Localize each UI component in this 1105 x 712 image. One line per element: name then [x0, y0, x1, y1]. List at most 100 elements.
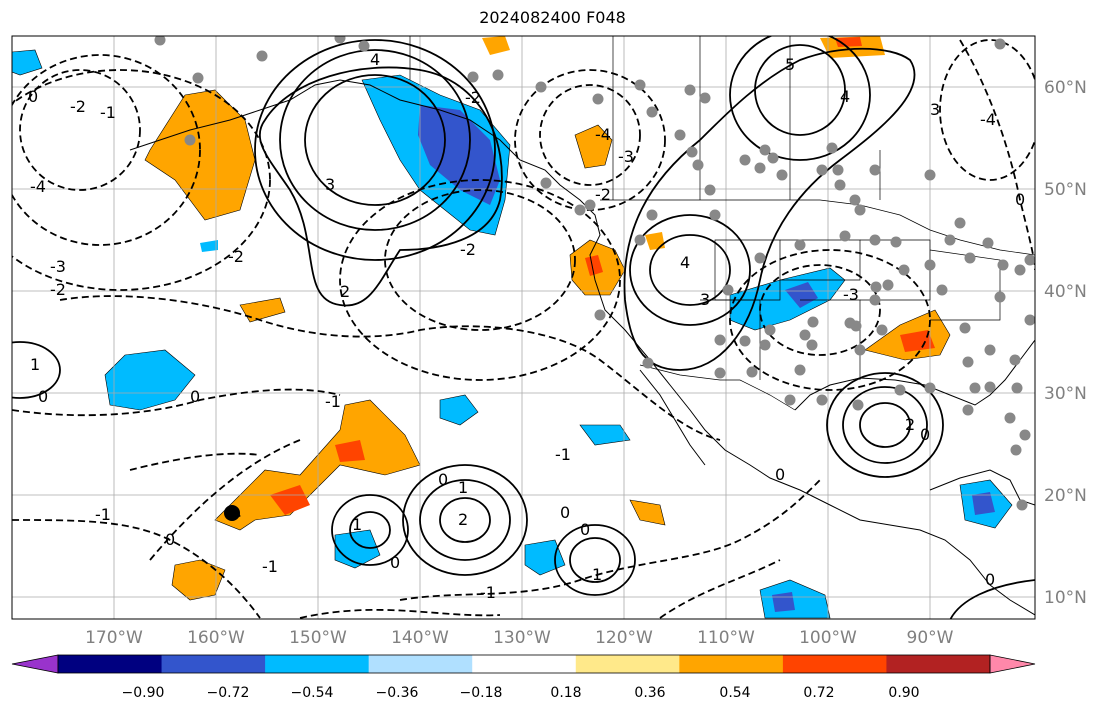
contour-positive-subtropical-1c	[402, 464, 528, 576]
station-marker	[876, 324, 888, 336]
station-marker	[882, 279, 894, 291]
station-marker	[776, 169, 788, 181]
border-states-2	[780, 239, 861, 281]
contour-negative-bering	[19, 69, 141, 191]
station-marker	[807, 316, 819, 328]
shade-orange-topcenter	[482, 36, 510, 55]
station-marker	[959, 322, 971, 334]
contour-label: -3	[50, 257, 66, 276]
station-marker	[709, 209, 721, 221]
station-marker	[799, 329, 811, 341]
contour-negative-pacific-mid-2	[339, 179, 621, 381]
contour-positive-subtropical-2b	[331, 494, 409, 566]
station-marker	[898, 264, 910, 276]
station-marker	[962, 404, 974, 416]
station-marker	[869, 164, 881, 176]
colorbar-tick-label: 0.72	[803, 685, 834, 701]
contour-positive-gulf-of-alaska	[304, 74, 446, 206]
colorbar-tick-label: −0.90	[122, 685, 165, 701]
colorbar-segment	[782, 655, 887, 673]
graticule	[12, 36, 1035, 619]
contour-label: 2	[905, 415, 915, 434]
station-marker	[714, 334, 726, 346]
shade-darkblue-centralamerica	[972, 492, 995, 515]
contour-negative-pacific-mid	[384, 189, 576, 331]
station-marker	[1016, 499, 1028, 511]
contour-negative-bering-3	[12, 69, 271, 291]
station-marker	[1024, 254, 1035, 266]
colorbar-tick-label: 0.90	[888, 685, 919, 701]
border-canada-prov	[612, 36, 881, 200]
station-marker	[184, 134, 196, 146]
contour-label: 0	[560, 503, 570, 522]
contour-positive-subtropical-3b	[554, 524, 636, 596]
station-marker	[984, 344, 996, 356]
colorbar-extend-low	[11, 654, 59, 674]
border-us-mexico	[639, 364, 796, 411]
colorbar-tick-label: −0.18	[460, 685, 503, 701]
contour-negative-tropics	[399, 479, 821, 601]
contour-label: 1	[592, 565, 602, 584]
coastline-alaska	[129, 79, 1035, 616]
contour-negative-east-2	[959, 39, 1035, 271]
border-states-1	[714, 239, 781, 301]
contour-label: -1	[100, 103, 116, 122]
contour-label: 3	[930, 100, 940, 119]
station-marker	[722, 284, 734, 296]
contour-positive-gulf	[859, 402, 911, 448]
station-marker	[704, 184, 716, 196]
shade-red-california	[585, 255, 603, 276]
contour-label: 1	[458, 478, 468, 497]
map-frame	[11, 35, 1036, 620]
lat-label: 10°N	[1044, 588, 1087, 608]
contour-label: -1	[480, 583, 496, 602]
station-marker	[924, 382, 936, 394]
station-marker	[692, 159, 704, 171]
contour-positive-subtropical-1	[439, 497, 491, 543]
contour-label: -2	[595, 185, 611, 204]
contour-label: -1	[262, 557, 278, 576]
contour-positive-gulf-of-alaska-3	[254, 39, 496, 261]
colorbar-frame	[57, 654, 991, 674]
contour-positive-se-corner	[949, 579, 1035, 619]
shade-red-topright	[835, 37, 862, 47]
contour-positive-subtropical-3	[569, 537, 621, 583]
lon-label: 130°W	[493, 628, 551, 648]
lon-label: 100°W	[799, 628, 857, 648]
border-states-3	[700, 299, 761, 380]
contour-positive-north-center	[754, 44, 846, 136]
coastline-baja	[639, 369, 706, 466]
contour-positive-gulf-of-alaska-4	[259, 66, 503, 307]
contour-negative-bering-2	[12, 54, 201, 246]
station-marker	[767, 152, 779, 164]
station-marker	[754, 162, 766, 174]
station-marker	[334, 36, 346, 44]
station-marker	[944, 234, 956, 246]
station-marker	[982, 237, 994, 249]
colorbar-tick-label: −0.36	[376, 685, 419, 701]
contour-label: -1	[95, 505, 111, 524]
station-marker	[854, 344, 866, 356]
contour-positive-subtropical-2	[349, 511, 391, 549]
lat-label: 30°N	[1044, 384, 1087, 404]
contour-negative-south	[12, 388, 341, 417]
contour-label: 5	[785, 55, 795, 74]
contour-negative-tropics-3	[659, 559, 781, 619]
station-marker	[997, 259, 1009, 271]
station-marker	[594, 309, 606, 321]
station-marker	[759, 144, 771, 156]
station-marker	[592, 93, 604, 105]
station-marker	[924, 259, 936, 271]
shade-blue-small-1	[439, 394, 479, 426]
contour-positive-gulf-of-alaska-2	[279, 49, 471, 231]
station-marker	[834, 179, 846, 191]
contour-positive-gulf-3	[826, 372, 944, 478]
contour-positive-north-center-2	[729, 36, 871, 161]
lon-label: 160°W	[187, 628, 245, 648]
shade-darkblue-small-5	[772, 592, 795, 612]
contour-label: -2	[50, 280, 66, 299]
contour-negative-east	[939, 39, 1035, 181]
lat-label: 20°N	[1044, 486, 1087, 506]
contour-label: -4	[595, 125, 611, 144]
station-marker	[634, 79, 646, 91]
